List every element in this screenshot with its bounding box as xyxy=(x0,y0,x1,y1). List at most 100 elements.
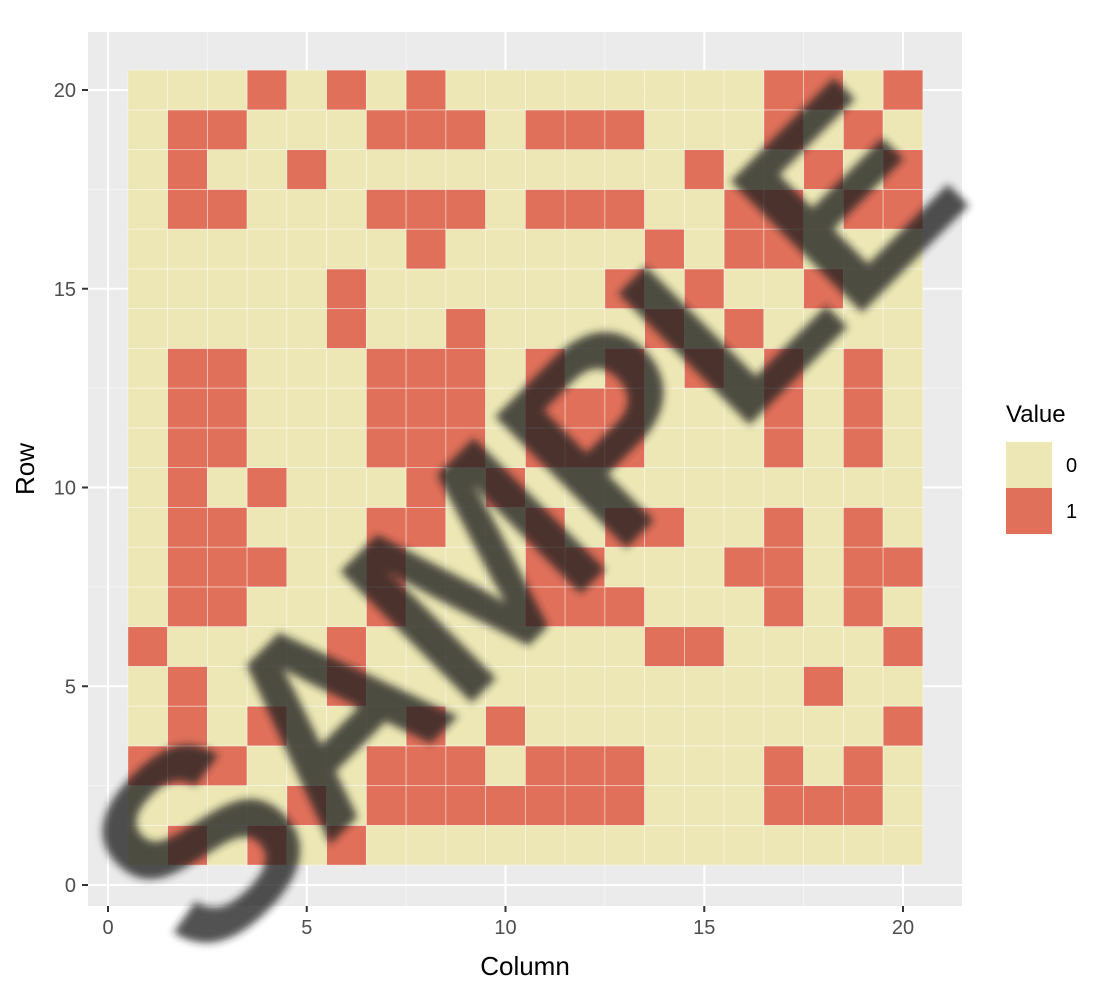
heatmap-cell xyxy=(683,745,725,787)
heatmap-cell xyxy=(723,467,765,508)
heatmap-cell xyxy=(524,586,566,628)
heatmap-cell xyxy=(326,824,367,866)
heatmap-cell xyxy=(405,308,447,349)
heatmap-cell xyxy=(405,824,447,866)
heatmap-cell xyxy=(127,427,169,469)
heatmap-cell xyxy=(485,506,526,548)
heatmap-cell xyxy=(365,308,407,349)
heatmap-cells xyxy=(127,69,924,866)
heatmap-cell xyxy=(723,109,765,151)
heatmap-cell xyxy=(286,188,328,230)
heatmap-cell xyxy=(564,745,606,787)
heatmap-cell xyxy=(842,188,884,230)
heatmap-cell xyxy=(524,427,566,469)
x-tick-label: 0 xyxy=(102,917,113,939)
heatmap-cell xyxy=(246,109,288,151)
heatmap-cell xyxy=(683,785,725,826)
heatmap-cell xyxy=(445,268,487,310)
heatmap-cell xyxy=(405,665,447,707)
heatmap-cell xyxy=(286,586,328,628)
heatmap-cell xyxy=(365,427,407,469)
heatmap-cell xyxy=(644,188,685,230)
heatmap-cell xyxy=(564,228,606,270)
heatmap-cell xyxy=(206,586,248,628)
heatmap-cell xyxy=(365,69,407,111)
heatmap-cell xyxy=(127,785,169,826)
heatmap-cell xyxy=(604,149,646,190)
heatmap-cell xyxy=(286,427,328,469)
heatmap-cell xyxy=(723,308,765,349)
heatmap-cell xyxy=(842,824,884,866)
heatmap-cell xyxy=(445,506,487,548)
heatmap-cell xyxy=(644,546,685,588)
heatmap-cell xyxy=(405,387,447,429)
heatmap-cell xyxy=(564,69,606,111)
heatmap-cell xyxy=(365,347,407,389)
heatmap-cell xyxy=(167,149,208,190)
heatmap-cell xyxy=(206,705,248,747)
heatmap-cell xyxy=(644,586,685,628)
heatmap-cell xyxy=(445,308,487,349)
heatmap-cell xyxy=(246,705,288,747)
heatmap-cell xyxy=(842,705,884,747)
heatmap-cell xyxy=(604,427,646,469)
heatmap-cell xyxy=(206,824,248,866)
heatmap-cell xyxy=(803,824,844,866)
heatmap-cell xyxy=(445,586,487,628)
x-tick-label: 10 xyxy=(494,917,516,939)
heatmap-cell xyxy=(604,785,646,826)
heatmap-cell xyxy=(326,188,367,230)
heatmap-cell xyxy=(882,785,924,826)
heatmap-cell xyxy=(365,665,407,707)
heatmap-cell xyxy=(445,228,487,270)
heatmap-cell xyxy=(882,387,924,429)
heatmap-cell xyxy=(882,228,924,270)
heatmap-cell xyxy=(882,188,924,230)
heatmap-cell xyxy=(524,347,566,389)
heatmap-cell xyxy=(485,228,526,270)
heatmap-cell xyxy=(842,347,884,389)
heatmap-cell xyxy=(445,149,487,190)
heatmap-cell xyxy=(485,427,526,469)
heatmap-cell xyxy=(524,268,566,310)
heatmap-cell xyxy=(524,546,566,588)
heatmap-cell xyxy=(723,665,765,707)
y-tick-label: 20 xyxy=(54,80,76,102)
heatmap-cell xyxy=(763,109,805,151)
heatmap-cell xyxy=(683,467,725,508)
heatmap-cell xyxy=(326,546,367,588)
heatmap-cell xyxy=(803,188,844,230)
heatmap-cell xyxy=(405,149,447,190)
heatmap-cell xyxy=(206,69,248,111)
heatmap-cell xyxy=(644,308,685,349)
heatmap-cell xyxy=(882,665,924,707)
heatmap-cell xyxy=(405,785,447,826)
heatmap-cell xyxy=(206,268,248,310)
heatmap-cell xyxy=(326,626,367,667)
heatmap-cell xyxy=(206,308,248,349)
legend-label-1: 1 xyxy=(1066,501,1077,523)
heatmap-cell xyxy=(723,705,765,747)
heatmap-cell xyxy=(246,387,288,429)
heatmap-cell xyxy=(723,347,765,389)
heatmap-cell xyxy=(644,626,685,667)
heatmap-cell xyxy=(524,665,566,707)
legend-key-1 xyxy=(1006,488,1052,534)
heatmap-cell xyxy=(445,387,487,429)
heatmap-cell xyxy=(127,824,169,866)
heatmap-cell xyxy=(842,387,884,429)
heatmap-cell xyxy=(445,467,487,508)
heatmap-cell xyxy=(564,626,606,667)
heatmap-cell xyxy=(246,347,288,389)
heatmap-cell xyxy=(882,705,924,747)
y-tick-label: 10 xyxy=(54,478,76,500)
heatmap-cell xyxy=(882,149,924,190)
heatmap-cell xyxy=(365,506,407,548)
heatmap-cell xyxy=(763,745,805,787)
heatmap-cell xyxy=(644,467,685,508)
heatmap-cell xyxy=(683,546,725,588)
heatmap-cell xyxy=(365,546,407,588)
heatmap-cell xyxy=(882,69,924,111)
heatmap-cell xyxy=(127,467,169,508)
heatmap-cell xyxy=(326,347,367,389)
